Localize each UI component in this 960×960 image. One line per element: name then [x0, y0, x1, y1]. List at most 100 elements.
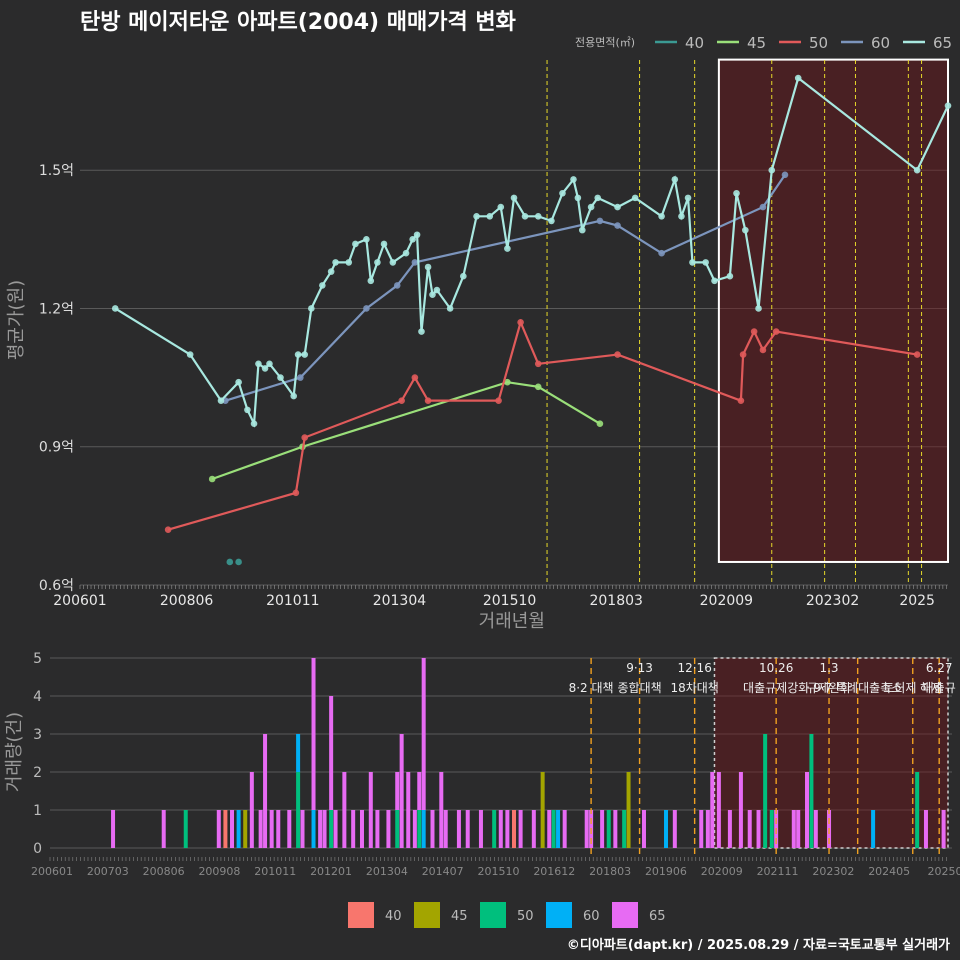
data-point-65: [111, 305, 119, 312]
bar-45: [626, 772, 631, 848]
bar-65: [699, 810, 704, 848]
data-point-65: [755, 305, 762, 312]
bar-legend-swatch-65: [612, 902, 638, 928]
bar-65: [923, 810, 928, 848]
bar-x-tick-label: 201612: [533, 865, 575, 878]
bar-60: [664, 810, 669, 848]
data-point-50: [292, 489, 300, 497]
data-point-65: [726, 272, 734, 280]
bar-45: [243, 810, 248, 848]
bar-y-tick-label: 5: [33, 651, 42, 667]
bar-50: [769, 810, 774, 848]
data-point-65: [363, 236, 370, 243]
data-point-65: [433, 286, 441, 294]
bar-legend-swatch-50: [480, 902, 506, 928]
data-point-65: [521, 213, 529, 220]
data-point-60: [393, 282, 401, 289]
data-point-65: [594, 194, 602, 202]
data-point-65: [352, 240, 359, 248]
bar-65: [249, 772, 254, 848]
bar-65: [584, 810, 589, 848]
bar-65: [351, 810, 356, 848]
data-point-65: [374, 259, 381, 266]
data-point-60: [411, 259, 419, 266]
bar-45: [540, 772, 545, 848]
bar-60: [311, 810, 316, 848]
policy-label: 9·7 특례대출축소: [813, 681, 902, 695]
data-point-50: [750, 328, 758, 335]
bar-60: [421, 810, 426, 848]
policy-label: 18차대책: [670, 680, 718, 695]
x-tick-label: 201304: [373, 593, 427, 609]
series-line-45: [211, 381, 601, 481]
bar-50: [296, 772, 301, 848]
data-point-60: [596, 217, 604, 225]
data-point-50: [614, 351, 621, 358]
bar-x-tick-label: 201011: [254, 865, 296, 878]
bar-legend-label: 45: [451, 909, 468, 924]
bar-65: [276, 810, 281, 848]
bar-legend-label: 65: [649, 909, 666, 924]
data-point-65: [486, 213, 494, 220]
data-point-65: [631, 194, 639, 202]
data-point-65: [332, 259, 339, 266]
bar-65: [456, 810, 461, 848]
data-point-45: [208, 475, 216, 483]
bar-50: [622, 810, 627, 848]
bar-65: [359, 810, 364, 848]
bar-65: [399, 734, 404, 848]
bar-65: [300, 810, 305, 848]
x-tick-label: 202302: [806, 593, 859, 609]
bar-x-tick-label: 201510: [478, 865, 520, 878]
bar-65: [805, 772, 810, 848]
data-point-50: [411, 374, 419, 381]
data-point-50: [737, 397, 745, 404]
x-tick-label: 200806: [160, 593, 214, 609]
data-point-40: [235, 558, 242, 566]
bar-y-tick-label: 2: [33, 765, 42, 781]
bar-65: [518, 810, 523, 848]
data-point-65: [702, 259, 709, 266]
bar-y-axis-title: 거래량(건): [4, 712, 25, 792]
data-point-65: [711, 277, 718, 285]
y-tick-label: 1.2억: [39, 301, 74, 317]
x-tick-label: 201510: [483, 593, 536, 609]
bar-65: [342, 772, 347, 848]
data-point-45: [504, 378, 511, 386]
bar-60: [556, 810, 561, 848]
x-tick-label: 202009: [700, 593, 753, 609]
chart-title: 탄방 메이저타운 아파트(2004) 매매가격 변화: [80, 10, 516, 35]
bar-x-tick-label: 200703: [87, 865, 129, 878]
data-point-60: [658, 249, 665, 257]
source-credit: ©디아파트(dapt.kr) / 2025.08.29 / 자료=국토교통부 실…: [566, 938, 950, 953]
bar-50: [915, 772, 920, 848]
data-point-50: [534, 360, 542, 368]
bar-65: [641, 810, 646, 848]
bar-65: [756, 810, 761, 848]
bar-65: [395, 772, 400, 810]
policy-date-label: 12·16: [677, 661, 711, 675]
data-point-65: [570, 176, 577, 183]
bar-65: [672, 810, 677, 848]
bar-65: [941, 810, 946, 848]
bar-y-tick-label: 3: [33, 727, 42, 743]
data-point-50: [495, 397, 502, 404]
bar-65: [333, 810, 338, 848]
data-point-45: [534, 383, 542, 391]
bar-65: [318, 810, 323, 848]
bar-50: [763, 734, 768, 848]
bar-x-tick-label: 20250: [928, 865, 960, 878]
policy-date-label: 9·13: [626, 661, 653, 675]
bar-60: [236, 810, 241, 848]
data-point-65: [678, 213, 685, 220]
data-point-65: [244, 406, 251, 414]
legend-label: 45: [747, 34, 766, 52]
x-axis-title: 거래년월: [479, 611, 545, 632]
policy-label: 대출규제강화: [743, 681, 809, 695]
data-point-60: [363, 305, 370, 312]
data-point-65: [424, 263, 432, 271]
data-point-65: [402, 249, 410, 257]
data-point-60: [759, 203, 767, 211]
series-line-65: [114, 76, 949, 428]
